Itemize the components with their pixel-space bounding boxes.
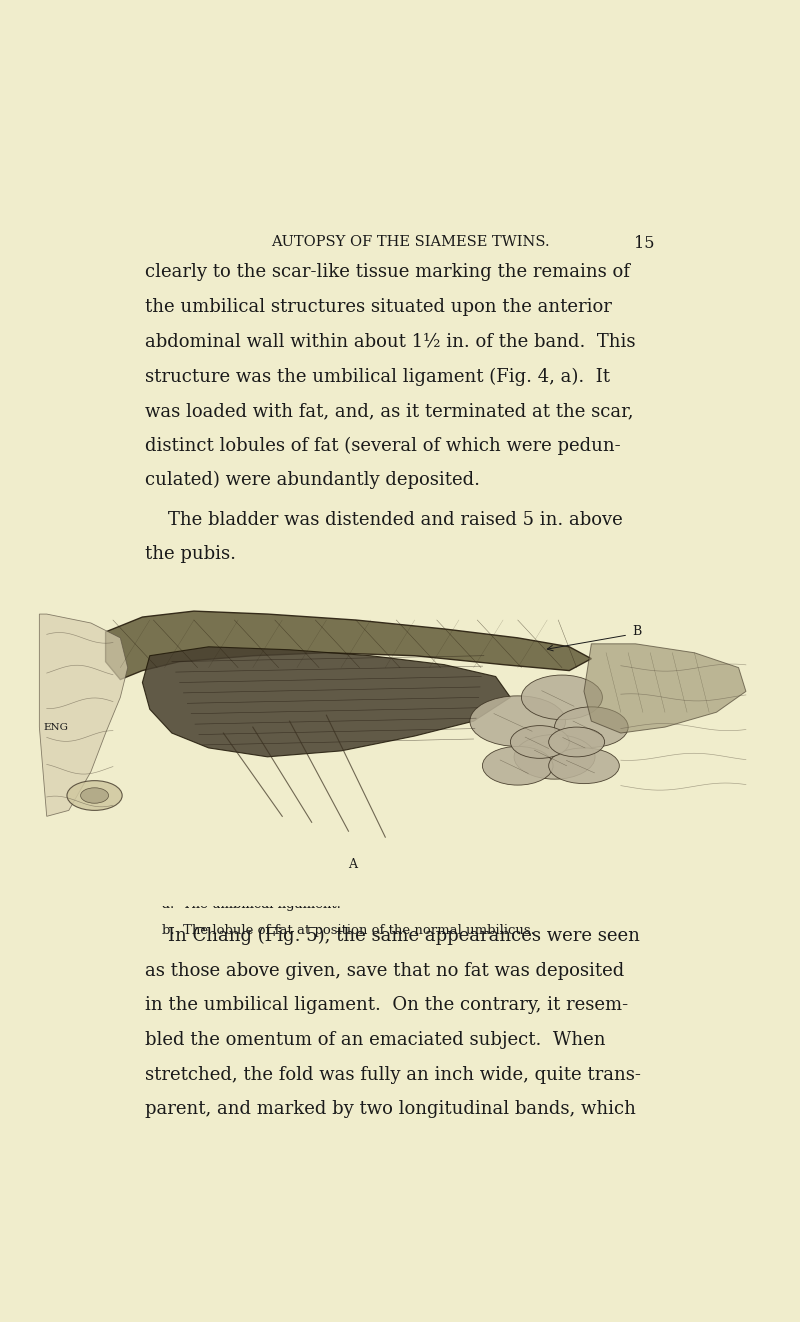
Text: bled the omentum of an emaciated subject.  When: bled the omentum of an emaciated subject…: [146, 1031, 606, 1050]
Ellipse shape: [514, 735, 595, 779]
Text: ENG: ENG: [43, 723, 68, 731]
Text: parent, and marked by two longitudinal bands, which: parent, and marked by two longitudinal b…: [146, 1100, 636, 1118]
Text: clearly to the scar-like tissue marking the remains of: clearly to the scar-like tissue marking …: [146, 263, 630, 282]
Ellipse shape: [470, 695, 566, 747]
Ellipse shape: [67, 780, 122, 810]
Text: b.  The lobule of fat at position of the normal umbilicus.: b. The lobule of fat at position of the …: [146, 924, 535, 937]
Polygon shape: [142, 646, 510, 756]
Text: Fig. 4.: Fig. 4.: [386, 619, 434, 633]
Polygon shape: [106, 611, 591, 680]
Polygon shape: [584, 644, 746, 732]
Text: the pubis.: the pubis.: [146, 546, 236, 563]
Text: A: A: [348, 858, 357, 871]
Ellipse shape: [549, 727, 605, 756]
Text: in the umbilical ligament.  On the contrary, it resem-: in the umbilical ligament. On the contra…: [146, 997, 628, 1014]
Ellipse shape: [81, 788, 109, 804]
Text: a.  The umbilical ligament.: a. The umbilical ligament.: [146, 898, 341, 911]
Text: B: B: [632, 625, 641, 639]
Ellipse shape: [482, 747, 553, 785]
Text: AUTOPSY OF THE SIAMESE TWINS.: AUTOPSY OF THE SIAMESE TWINS.: [270, 235, 550, 249]
Text: distinct lobules of fat (several of which were pedun-: distinct lobules of fat (several of whic…: [146, 436, 621, 455]
Text: In Chang (Fig. 5), the same appearances were seen: In Chang (Fig. 5), the same appearances …: [146, 927, 640, 945]
Text: 15: 15: [634, 235, 655, 253]
Ellipse shape: [522, 676, 602, 719]
Text: stretched, the fold was fully an inch wide, quite trans-: stretched, the fold was fully an inch wi…: [146, 1066, 641, 1084]
Text: the umbilical structures situated upon the anterior: the umbilical structures situated upon t…: [146, 297, 612, 316]
Polygon shape: [39, 613, 128, 816]
Text: culated) were abundantly deposited.: culated) were abundantly deposited.: [146, 471, 480, 489]
Text: Fig. 4.  The umbilical ligament in Eng.: Fig. 4. The umbilical ligament in Eng.: [146, 871, 402, 884]
Ellipse shape: [554, 707, 628, 747]
Text: abdominal wall within about 1½ in. of the band.  This: abdominal wall within about 1½ in. of th…: [146, 333, 636, 350]
Text: was loaded with fat, and, as it terminated at the scar,: was loaded with fat, and, as it terminat…: [146, 402, 634, 420]
Ellipse shape: [549, 748, 619, 784]
Text: The bladder was distended and raised 5 in. above: The bladder was distended and raised 5 i…: [146, 510, 623, 529]
Text: as those above given, save that no fat was deposited: as those above given, save that no fat w…: [146, 962, 625, 980]
Ellipse shape: [510, 726, 570, 759]
Text: structure was the umbilical ligament (Fig. 4, a).  It: structure was the umbilical ligament (Fi…: [146, 368, 610, 386]
